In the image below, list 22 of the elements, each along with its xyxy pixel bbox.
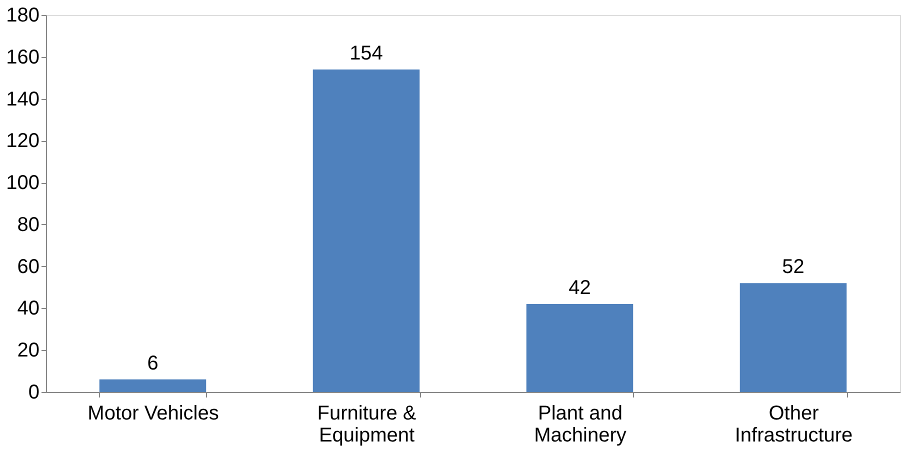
y-tick-label: 60 bbox=[17, 256, 40, 278]
y-tick-label: 160 bbox=[6, 46, 40, 68]
x-tick-label: Plant and Machinery bbox=[534, 402, 626, 446]
data-label: 154 bbox=[350, 42, 383, 64]
y-tick-label: 40 bbox=[17, 298, 40, 320]
data-label: 52 bbox=[782, 256, 804, 278]
y-tick-label: 120 bbox=[6, 130, 40, 152]
y-tick-label: 180 bbox=[6, 4, 40, 26]
x-tick-label: Motor Vehicles bbox=[88, 402, 219, 424]
y-tick-label: 100 bbox=[6, 172, 40, 194]
x-tick-label: Other Infrastructure bbox=[734, 402, 853, 446]
y-tick-label: 20 bbox=[17, 340, 40, 362]
y-tick-label: 140 bbox=[6, 88, 40, 110]
data-label: 42 bbox=[568, 277, 591, 300]
bar bbox=[99, 379, 206, 392]
y-tick-label: 0 bbox=[28, 382, 40, 404]
x-tick-label: Furniture & Equipment bbox=[317, 402, 417, 446]
y-tick-label: 80 bbox=[17, 214, 40, 236]
bar bbox=[740, 283, 847, 392]
data-label: 6 bbox=[147, 352, 158, 374]
bar bbox=[312, 69, 420, 392]
bar bbox=[526, 304, 634, 392]
